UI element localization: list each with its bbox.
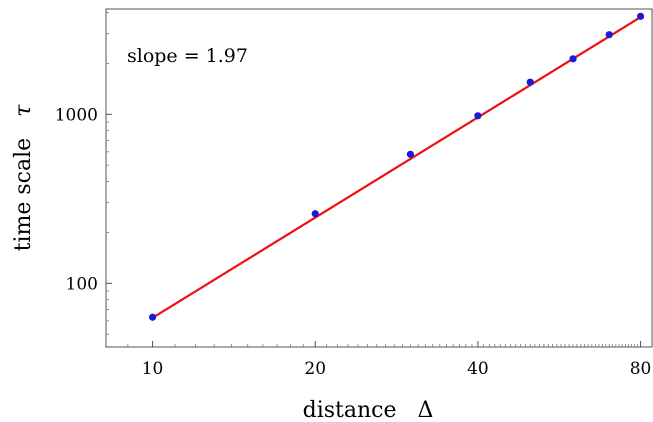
data-point: [636, 12, 645, 20]
y-axis-label: time scale τ: [11, 104, 36, 252]
plot-frame: [105, 8, 653, 348]
data-point: [311, 210, 319, 218]
y-tick-label: 100: [66, 274, 98, 294]
slope-annotation: slope = 1.97: [127, 45, 248, 67]
data-point: [406, 150, 414, 158]
data-points: [148, 12, 645, 321]
axis-ticks: 10 20 40 80 100 1000: [55, 12, 652, 379]
fit-line: [151, 16, 642, 319]
x-tick-label: 80: [630, 359, 652, 379]
y-tick-label: 1000: [55, 105, 98, 125]
x-tick-label: 40: [467, 359, 489, 379]
data-point: [526, 78, 534, 86]
data-point: [148, 313, 157, 321]
data-point: [474, 112, 482, 120]
data-point: [569, 55, 577, 63]
x-tick-label: 20: [304, 359, 326, 379]
x-axis-label: distance Δ: [303, 398, 434, 422]
x-tick-label: 10: [142, 359, 164, 379]
data-point: [605, 31, 613, 39]
